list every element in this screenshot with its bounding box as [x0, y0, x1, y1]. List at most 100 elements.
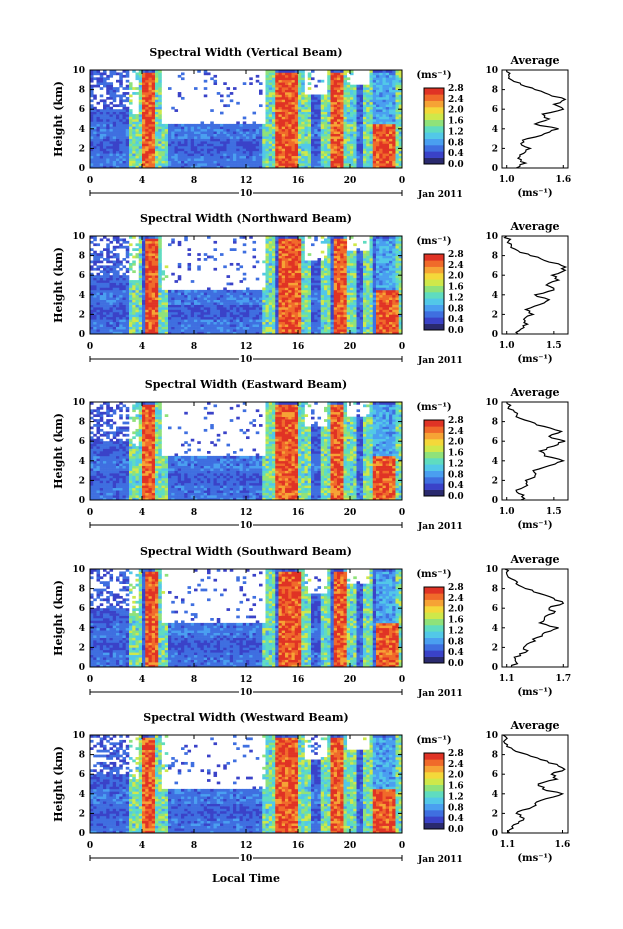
heatmap-cell [242, 131, 247, 134]
heatmap-cell [376, 165, 380, 169]
heatmap-cell [226, 150, 231, 154]
heatmap-cell [116, 321, 120, 325]
heatmap-cell [294, 314, 299, 318]
heatmap-cell [285, 297, 289, 300]
heatmap-cell [294, 136, 299, 139]
heatmap-cell [171, 326, 175, 330]
heatmap-cell [93, 238, 97, 242]
heatmap-cell [109, 277, 114, 281]
heatmap-cell [109, 287, 114, 291]
heatmap-cell [288, 280, 292, 283]
heatmap-cell [119, 143, 123, 147]
heatmap-cell [158, 292, 162, 296]
heatmap-cell [311, 101, 315, 105]
heatmap-cell [369, 160, 374, 164]
heatmap-cell [285, 280, 289, 283]
heatmap-cell [90, 136, 94, 139]
heatmap-cell [106, 77, 110, 81]
heatmap-cell [129, 236, 133, 239]
heatmap-cell [392, 114, 396, 117]
heatmap-cell [158, 101, 162, 105]
heatmap-cell [145, 141, 149, 144]
heatmap-cell [132, 314, 136, 318]
heatmap-cell [382, 79, 387, 83]
heatmap-cell [301, 304, 305, 308]
heatmap-cell [291, 314, 296, 318]
heatmap-cell [132, 294, 136, 298]
heatmap-cell [223, 265, 227, 269]
heatmap-cell [99, 87, 104, 90]
heatmap-cell [93, 282, 97, 286]
heatmap-cell [151, 123, 156, 127]
heatmap-cell [96, 243, 101, 247]
heatmap-cell [197, 143, 201, 147]
heatmap-cell [262, 126, 266, 130]
heatmap-cell [135, 121, 140, 125]
heatmap-cell [151, 307, 156, 310]
heatmap-cell [246, 319, 250, 323]
heatmap-cell [372, 70, 377, 73]
heatmap-cell [324, 99, 328, 103]
heatmap-cell [291, 253, 296, 256]
heatmap-cell [353, 106, 357, 110]
heatmap-cell [262, 163, 266, 166]
heatmap-cell [398, 119, 403, 122]
heatmap-cell [356, 87, 361, 90]
heatmap-cell [398, 136, 403, 139]
heatmap-cell [112, 131, 117, 134]
heatmap-cell [184, 316, 188, 320]
heatmap-cell [278, 99, 283, 103]
heatmap-cell [135, 282, 140, 286]
heatmap-cell [207, 72, 211, 76]
heatmap-cell [207, 236, 211, 239]
heatmap-cell [148, 258, 153, 261]
heatmap-cell [216, 148, 221, 152]
heatmap-cell [148, 119, 153, 122]
heatmap-cell [103, 275, 107, 278]
heatmap-cell [285, 262, 289, 266]
heatmap-cell [135, 136, 140, 139]
heatmap-cell [294, 280, 299, 283]
heatmap-cell [366, 155, 370, 159]
heatmap-cell [164, 165, 169, 169]
heatmap-cell [275, 304, 279, 308]
heatmap-cell [249, 138, 253, 142]
heatmap-cell [275, 289, 279, 293]
heatmap-cell [129, 114, 133, 117]
heatmap-cell [288, 321, 292, 325]
heatmap-cell [307, 160, 312, 164]
heatmap-cell [129, 289, 133, 293]
heatmap-cell [93, 116, 97, 120]
heatmap-cell [285, 104, 289, 108]
heatmap-cell [223, 158, 227, 161]
heatmap-cell [363, 158, 367, 161]
heatmap-cell [239, 307, 244, 310]
heatmap-cell [213, 150, 218, 154]
heatmap-cell [278, 255, 283, 259]
heatmap-cell [281, 299, 286, 303]
heatmap-cell [112, 99, 117, 103]
heatmap-cell [350, 109, 354, 112]
heatmap-cell [265, 133, 270, 137]
heatmap-cell [210, 123, 214, 127]
heatmap-cell [304, 329, 309, 332]
heatmap-cell [164, 329, 169, 332]
heatmap-cell [112, 311, 117, 315]
heatmap-cell [184, 319, 188, 323]
heatmap-cell [151, 245, 156, 249]
heatmap-cell [236, 160, 240, 164]
heatmap-cell [304, 275, 309, 278]
heatmap-cell [203, 79, 208, 83]
heatmap-cell [184, 304, 188, 308]
heatmap-cell [291, 148, 296, 152]
heatmap-cell [197, 265, 201, 269]
heatmap-cell [255, 307, 260, 310]
heatmap-cell [301, 287, 305, 291]
heatmap-cell [190, 131, 195, 134]
heatmap-cell [288, 74, 292, 78]
heatmap-cell [220, 123, 224, 127]
colorbar-swatch [424, 132, 444, 139]
heatmap-cell [298, 245, 302, 249]
heatmap-cell [122, 331, 127, 335]
heatmap-cell [135, 165, 140, 169]
